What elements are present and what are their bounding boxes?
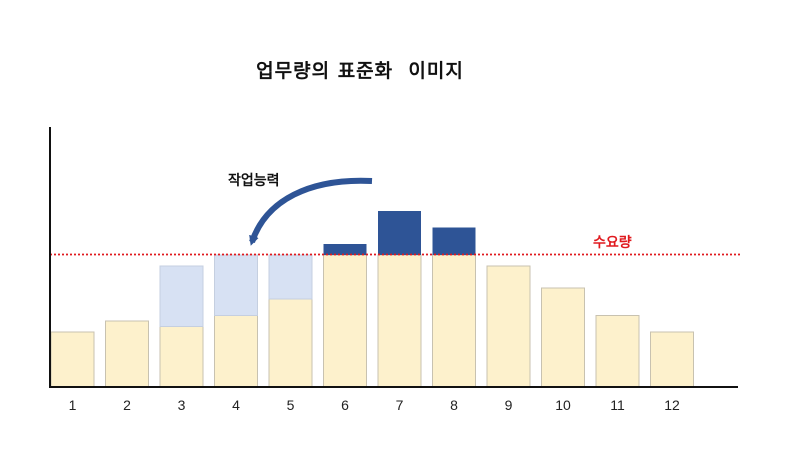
- chart-title: 업무량의 표준화 이미지: [256, 60, 464, 82]
- x-tick-labels: 1 2 3 4 5 6 7 8 9 10 11 12: [69, 397, 680, 413]
- x-tick-label: 11: [610, 397, 625, 413]
- x-tick-label: 7: [396, 397, 404, 413]
- x-tick-label: 3: [178, 397, 186, 413]
- bars-layer: [50, 211, 694, 388]
- bar-shifted-4: [214, 254, 258, 316]
- demand-label: 수요량: [593, 235, 632, 251]
- x-tick-label: 2: [123, 397, 131, 413]
- bar-base-3: [159, 326, 204, 388]
- bar-base-10: [541, 287, 585, 388]
- bar-base-6: [323, 254, 367, 388]
- bar-base-11: [595, 315, 640, 388]
- bar-base-4: [214, 315, 258, 388]
- x-tick-label: 9: [505, 397, 513, 413]
- bar-base-1: [50, 331, 95, 388]
- bar-base-9: [486, 265, 531, 388]
- x-tick-label: 4: [232, 397, 240, 413]
- bar-excess-8: [432, 227, 476, 255]
- bar-base-7: [377, 254, 422, 388]
- x-tick-label: 1: [69, 397, 77, 413]
- x-tick-label: 5: [287, 397, 295, 413]
- x-tick-label: 8: [450, 397, 458, 413]
- bar-base-8: [432, 254, 476, 388]
- bar-base-2: [105, 320, 149, 388]
- capacity-arrow: [249, 177, 373, 246]
- x-tick-label: 12: [664, 397, 680, 413]
- bar-shifted-5: [268, 254, 313, 300]
- x-tick-label: 6: [341, 397, 349, 413]
- bar-shifted-3: [159, 265, 204, 327]
- bar-excess-6: [323, 244, 367, 255]
- bar-base-12: [650, 331, 694, 388]
- x-tick-label: 10: [555, 397, 571, 413]
- bar-excess-7: [378, 211, 421, 255]
- bar-base-5: [268, 298, 313, 388]
- capacity-label: 작업능력: [228, 172, 280, 189]
